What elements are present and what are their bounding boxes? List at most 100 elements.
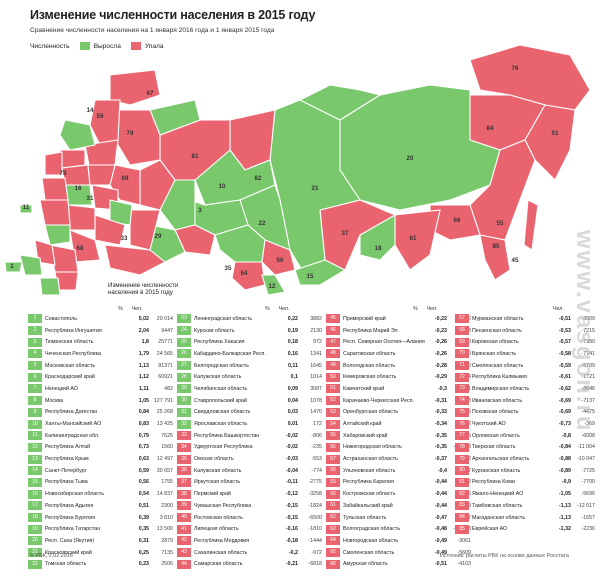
region-number-badge: 29 xyxy=(177,384,191,394)
region-pct: 1,79 xyxy=(138,350,149,357)
map-region-label: 18 xyxy=(375,245,382,252)
table-row: 73 Владимирская область -0,62 -8646 xyxy=(455,383,595,395)
region-number-badge: 6 xyxy=(28,372,42,382)
table-row: 77 Орловская область -0,8 -6008 xyxy=(455,430,595,442)
region-number-badge: 74 xyxy=(455,396,469,406)
map-region-label: 16 xyxy=(75,185,82,192)
region-sakhalin xyxy=(523,199,539,251)
region-name: Чукотский АО xyxy=(472,421,506,428)
region-pct: 1,12 xyxy=(138,374,149,381)
region-pct: -0,49 xyxy=(434,537,447,544)
legend-grow-swatch xyxy=(79,42,90,50)
region-number-badge: 77 xyxy=(455,431,469,441)
region-number-badge: 25 xyxy=(177,337,191,347)
region-pct: 0,59 xyxy=(138,467,149,474)
table-row: 44 Самарская область -0,21 -6818 xyxy=(177,558,322,570)
region-arkhangelsk xyxy=(114,109,161,166)
region-name: Орловская область xyxy=(472,432,520,439)
region-name: Псковская область xyxy=(472,409,519,416)
region-name: Приморский край xyxy=(343,315,386,322)
region-number-badge: 23 xyxy=(177,314,191,324)
table-column-1: 1 Севастополь 5,02 20 014 2 Республика Ингуше… xyxy=(28,313,173,570)
region-samara xyxy=(94,214,126,246)
map-region-label: 66 xyxy=(454,217,461,224)
region-abs: -11 004 xyxy=(577,444,595,451)
table-row: 65 Смоленская область -0,49 -5609 xyxy=(326,547,471,559)
map-region-label: 12 xyxy=(269,283,276,290)
map-region-label: 59 xyxy=(97,113,104,120)
region-abs: -2236 xyxy=(581,526,595,533)
region-name: Оренбургская область xyxy=(343,409,399,416)
region-number-badge: 14 xyxy=(28,466,42,476)
region-number-badge: 68 xyxy=(455,326,469,336)
region-leningrad xyxy=(59,119,96,151)
region-caucasus xyxy=(39,277,61,295)
region-number-badge: 2 xyxy=(28,326,42,336)
region-name: Астраханская область xyxy=(343,456,398,463)
col-head-2: % Чел. xyxy=(265,306,289,312)
region-name: Смоленская область xyxy=(343,549,395,556)
region-number-badge: 27 xyxy=(177,361,191,371)
region-pct: -0,51 xyxy=(434,561,447,568)
region-number-badge: 28 xyxy=(177,372,191,382)
region-pct: 0,83 xyxy=(138,421,149,428)
region-pct: 5,02 xyxy=(138,315,149,322)
region-pct: 0,09 xyxy=(287,385,298,392)
region-name: Липецкая область xyxy=(194,526,239,533)
table-row: 38 Пермский край -0,12 -3258 xyxy=(177,488,322,500)
region-number-badge: 11 xyxy=(28,431,42,441)
region-pct: -0,26 xyxy=(434,350,447,357)
region-name: Саратовская область xyxy=(343,350,396,357)
region-number-badge: 58 xyxy=(326,466,340,476)
table-row: 8 Москва 1,05 127 791 xyxy=(28,395,173,407)
region-pct: -0,9 xyxy=(561,479,571,486)
table-row: 16 Новосибирская область 0,54 14 837 xyxy=(28,488,173,500)
map-region-label: 11 xyxy=(23,204,30,211)
table-row: 70 Брянская область -0,58 -7141 xyxy=(455,348,595,360)
region-abs: 81371 xyxy=(158,362,173,369)
region-pct: 0,22 xyxy=(287,315,298,322)
region-pct: -0,31 xyxy=(434,397,447,404)
region-number-badge: 4 xyxy=(28,349,42,359)
region-pct: 0,23 xyxy=(138,561,149,568)
region-abs: 127 791 xyxy=(153,397,173,404)
region-tula-ryazan xyxy=(67,204,96,231)
region-pct: -0,44 xyxy=(434,479,447,486)
col-head-abs: Чел. xyxy=(553,306,564,312)
region-number-badge: 35 xyxy=(177,454,191,464)
region-abs: -5696 xyxy=(581,491,595,498)
map-region-label: 45 xyxy=(512,257,519,264)
region-number-badge: 62 xyxy=(326,513,340,523)
region-abs: 2300 xyxy=(161,502,173,509)
region-abs: 1470 xyxy=(310,409,322,416)
region-pct: -0,11 xyxy=(286,479,298,486)
map-region-label: 20 xyxy=(407,155,414,162)
table-row: 74 Ивановская область -0,69 -7137 xyxy=(455,395,595,407)
region-pct: 0,54 xyxy=(138,491,149,498)
table-row: 69 Кировская область -0,57 -7380 xyxy=(455,336,595,348)
region-abs: -8646 xyxy=(581,385,595,392)
region-pct: -0,34 xyxy=(434,421,447,428)
region-abs: -5609 xyxy=(457,549,471,556)
table-row: 85 Еврейская АО -1,32 -2236 xyxy=(455,523,595,535)
region-abs: -774 xyxy=(311,467,322,474)
table-row: 5 Московская область 1,13 81371 xyxy=(28,360,173,372)
region-name: Владимирская область xyxy=(472,385,530,392)
region-name: Иркутская область xyxy=(194,479,241,486)
region-number-badge: 19 xyxy=(28,524,42,534)
region-number-badge: 15 xyxy=(28,477,42,487)
map-region-label: 50 xyxy=(277,257,284,264)
region-number-badge: 84 xyxy=(455,513,469,523)
map-region-label: 67 xyxy=(147,90,154,97)
table-header-line1: Изменение численности xyxy=(108,282,179,289)
region-number-badge: 44 xyxy=(177,559,191,569)
table-row: 22 Томская область 0,23 2506 xyxy=(28,558,173,570)
col-head-abs: Чел. xyxy=(426,306,438,312)
map-region-label: 84 xyxy=(487,125,494,132)
table-row: 32 Ярославская область 0,01 172 xyxy=(177,418,322,430)
region-number-badge: 45 xyxy=(326,314,340,324)
region-name: Калининградская обл. xyxy=(45,432,100,439)
region-abs: -972 xyxy=(311,549,322,556)
